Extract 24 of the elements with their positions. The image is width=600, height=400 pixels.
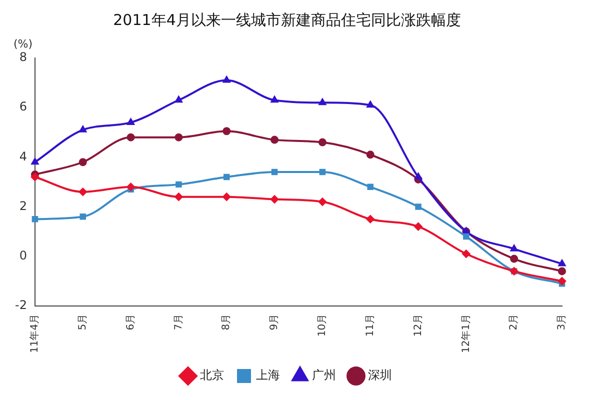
legend-label: 北京 xyxy=(200,368,224,382)
y-tick-label: 6 xyxy=(19,100,27,114)
y-tick-label: 0 xyxy=(19,248,27,262)
y-tick-label: -2 xyxy=(14,298,27,312)
x-tick-label: 7月 xyxy=(173,314,184,330)
x-tick-label: 11年4月 xyxy=(28,314,41,354)
y-tick-label: 4 xyxy=(19,149,27,164)
legend-label: 上海 xyxy=(256,368,280,382)
x-tick-label: 10月 xyxy=(317,314,328,337)
y-tick-label: 8 xyxy=(19,50,27,64)
x-tick-label: 2月 xyxy=(508,314,520,330)
x-tick-label: 9月 xyxy=(269,314,280,330)
legend-label: 广州 xyxy=(312,368,336,382)
x-tick-label: 6月 xyxy=(125,314,136,330)
x-tick-label: 8月 xyxy=(221,314,232,330)
chart-title: 2011年4月以来一线城市新建商品住宅同比涨跌幅度 xyxy=(113,10,461,29)
x-tick-label: 11月 xyxy=(364,314,376,337)
legend-label: 深圳 xyxy=(368,368,392,382)
y-tick-label: 2 xyxy=(19,198,27,213)
x-tick-label: 12月 xyxy=(412,314,424,337)
y-axis-title: (%) xyxy=(13,37,32,50)
x-tick-label: 12年1月 xyxy=(460,314,472,354)
x-tick-label: 3月 xyxy=(556,314,568,330)
x-tick-label: 5月 xyxy=(77,314,88,330)
